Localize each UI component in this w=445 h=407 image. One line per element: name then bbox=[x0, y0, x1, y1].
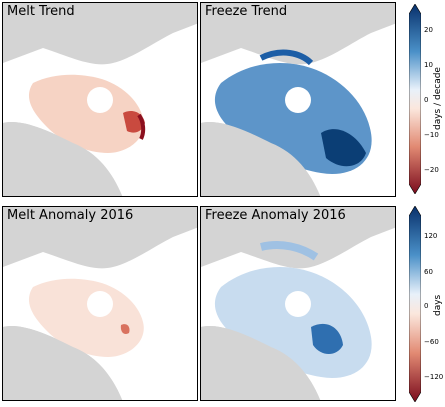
map-panel-freeze-trend: Freeze Trend bbox=[200, 2, 396, 197]
panel-title: Freeze Trend bbox=[205, 4, 288, 19]
map-panel-melt-trend: Melt Trend bbox=[2, 2, 198, 197]
colorbar-bottom-tick: −60 bbox=[424, 338, 439, 346]
colorbar-bottom bbox=[409, 206, 421, 402]
colorbar-bottom-label: days bbox=[433, 294, 443, 316]
colorbar-bottom-tick: 0 bbox=[424, 302, 429, 310]
colorbar-top-tick: −20 bbox=[424, 166, 439, 174]
colorbar-top bbox=[409, 4, 421, 194]
colorbar-bottom-tick: 120 bbox=[424, 232, 438, 240]
colorbar-top-tick: 20 bbox=[424, 26, 433, 34]
colorbar-top-tick: 10 bbox=[424, 61, 433, 69]
panel-title: Melt Anomaly 2016 bbox=[7, 208, 134, 223]
map-melt-anomaly-2016 bbox=[3, 207, 197, 400]
map-panel-melt-anomaly-2016: Melt Anomaly 2016 bbox=[2, 206, 198, 401]
colorbar-top-gradient bbox=[409, 4, 421, 194]
panel-title: Freeze Anomaly 2016 bbox=[205, 208, 346, 223]
map-freeze-trend bbox=[201, 3, 395, 196]
colorbar-top-tick: 0 bbox=[424, 96, 429, 104]
colorbar-top-tick: −10 bbox=[424, 131, 439, 139]
map-melt-trend bbox=[3, 3, 197, 196]
map-panel-freeze-anomaly-2016: Freeze Anomaly 2016 bbox=[200, 206, 396, 401]
colorbar-bottom-gradient bbox=[409, 206, 421, 402]
colorbar-bottom-tick: −120 bbox=[424, 373, 444, 381]
colorbar-bottom-tick: 60 bbox=[424, 268, 433, 276]
map-freeze-anomaly-2016 bbox=[201, 207, 395, 400]
colorbar-top-label: days / decade bbox=[433, 67, 443, 130]
panel-title: Melt Trend bbox=[7, 4, 75, 19]
